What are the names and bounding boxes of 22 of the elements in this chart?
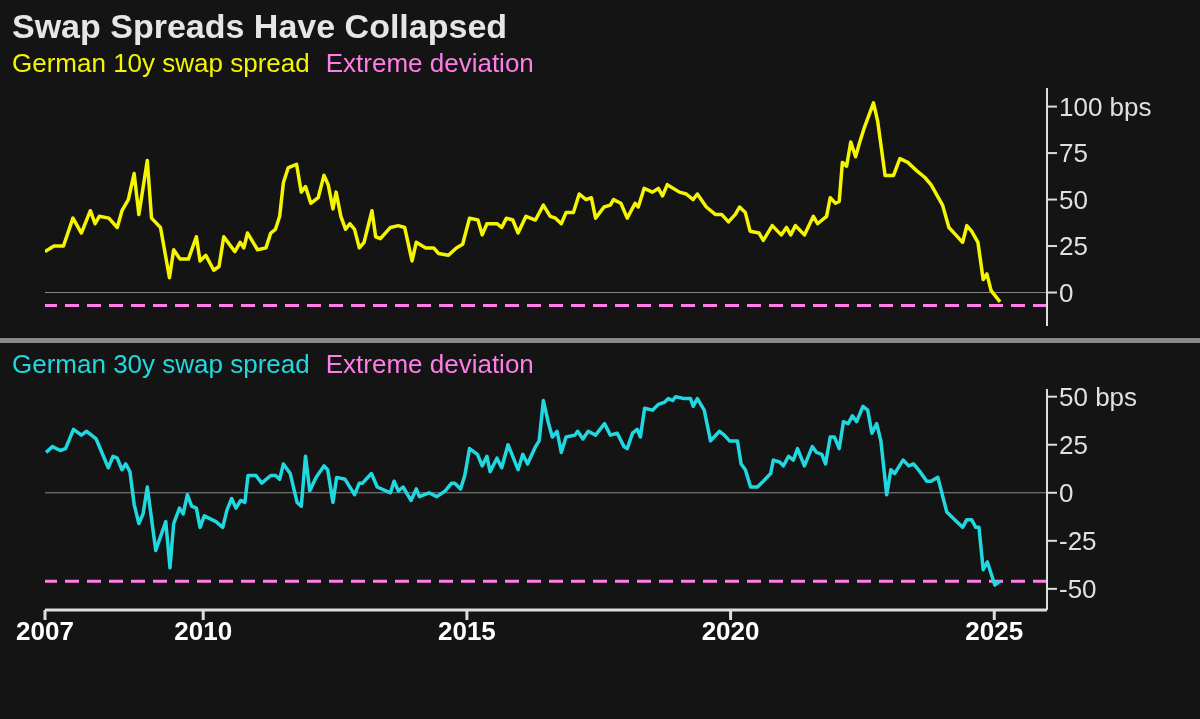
text: German 10y swap spread [12, 47, 310, 80]
line-series [45, 101, 1002, 304]
y-tick-label: 0 [1059, 478, 1074, 508]
y-tick-label: 0 [1059, 277, 1074, 308]
ref-line-label: Extreme deviation [325, 348, 534, 381]
text: German 30y swap spread [12, 348, 310, 381]
y-tick-label: 25 [1059, 429, 1088, 460]
chart-title: Swap Spreads Have Collapsed [11, 6, 509, 46]
y-tick-label: 50 [1059, 184, 1088, 215]
x-tick-label: 2025 [965, 616, 1024, 647]
y-tick-label: 75 [1059, 138, 1088, 169]
x-tick-label: 2020 [701, 616, 760, 647]
y-tick-label: 100 bps [1059, 91, 1152, 122]
y-tick-label: -50 [1059, 574, 1097, 605]
line-series [45, 394, 1002, 587]
x-tick-label: 2010 [174, 616, 233, 647]
y-tick-label: 25 [1059, 231, 1088, 262]
y-tick-label: -25 [1059, 526, 1097, 557]
x-tick-label: 2007 [16, 616, 74, 647]
ref-line-label: Extreme deviation [325, 47, 534, 80]
x-tick-label: 2015 [437, 616, 496, 647]
y-tick-label: 50 bps [1059, 381, 1138, 412]
